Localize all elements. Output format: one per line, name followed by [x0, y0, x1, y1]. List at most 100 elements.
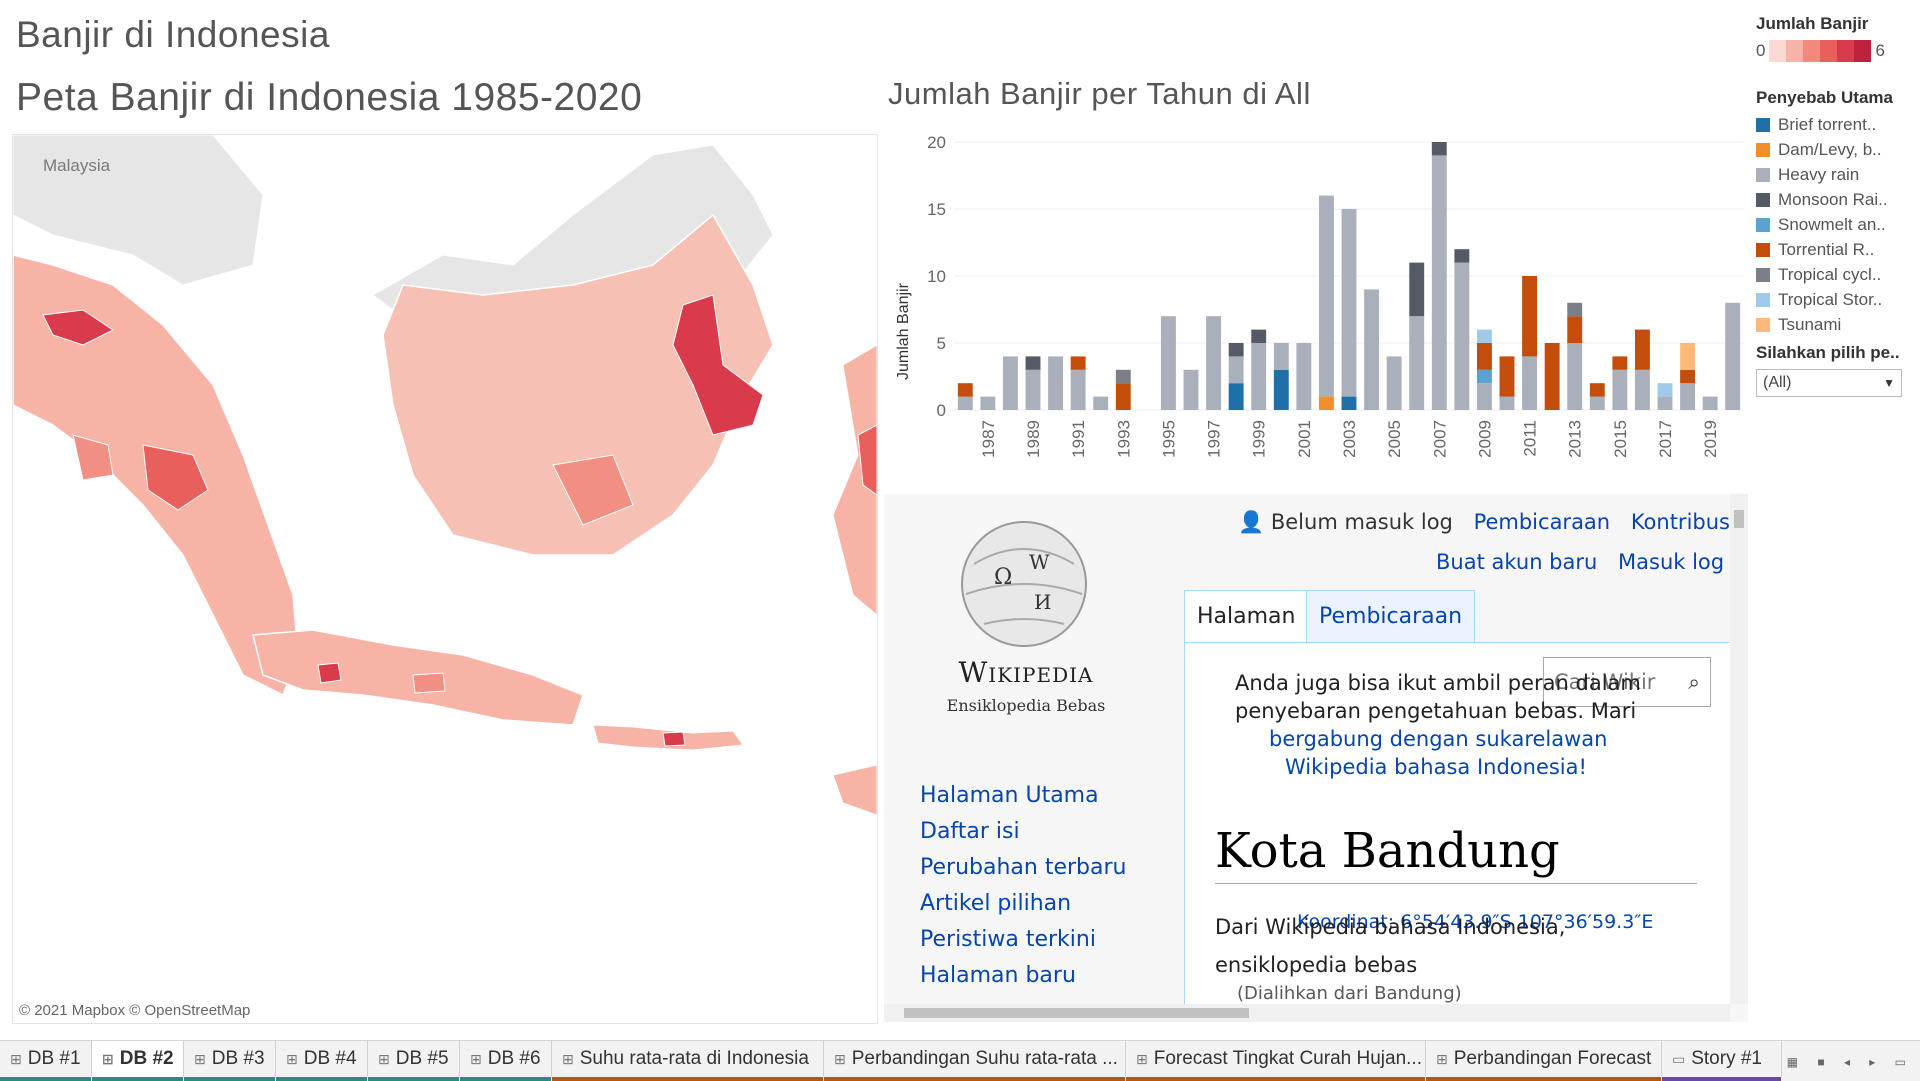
- cause-legend-item[interactable]: Tsunami: [1756, 312, 1916, 337]
- sheet-tab[interactable]: ⊞ Suhu rata-rata di Indonesia: [552, 1041, 824, 1081]
- sidebar-link[interactable]: Peristiwa terkini: [920, 927, 1096, 952]
- bar-segment[interactable]: [957, 396, 973, 410]
- sheet-tab[interactable]: ⊞ Perbandingan Suhu rata-rata ...: [824, 1041, 1126, 1081]
- bar-segment[interactable]: [1589, 383, 1605, 397]
- notice-link-2[interactable]: Wikipedia bahasa Indonesia!: [1285, 755, 1587, 779]
- chevron-down-icon[interactable]: ▼: [1883, 376, 1895, 390]
- tab-talk[interactable]: Pembicaraan: [1306, 590, 1476, 643]
- flood-per-year-chart[interactable]: 0 5 10 15 20 1987 1989 1991 1993 1995 1997 1999 200…: [886, 120, 1748, 470]
- bar-segment[interactable]: [1476, 343, 1492, 370]
- login-link[interactable]: Masuk log: [1618, 550, 1725, 574]
- cause-legend-item[interactable]: Tropical Stor..: [1756, 287, 1916, 312]
- bar-segment[interactable]: [1228, 356, 1244, 384]
- sidebar-link[interactable]: Artikel pilihan: [920, 891, 1072, 916]
- wikipedia-globe-icon[interactable]: Ω W И: [954, 514, 1094, 654]
- bar-segment[interactable]: [1476, 329, 1492, 343]
- sheet-tab[interactable]: ⊞ DB #6: [460, 1041, 552, 1081]
- bar-segment[interactable]: [1273, 369, 1289, 410]
- bar-segment[interactable]: [1612, 356, 1628, 370]
- cause-legend-item[interactable]: Heavy rain: [1756, 162, 1916, 187]
- bar-segment[interactable]: [1341, 209, 1357, 397]
- sheet-tab[interactable]: ⊞ DB #4: [276, 1041, 368, 1081]
- bar-segment[interactable]: [1657, 383, 1673, 397]
- bar-segment[interactable]: [1115, 369, 1131, 384]
- search-input[interactable]: Cari Wikir ⌕: [1543, 657, 1711, 707]
- cause-legend-item[interactable]: Tropical cycl..: [1756, 262, 1916, 287]
- bar-segment[interactable]: [1476, 369, 1492, 384]
- wiki-horizontal-scrollbar[interactable]: [884, 1004, 1730, 1022]
- bar-segment[interactable]: [1522, 276, 1538, 357]
- bar-segment[interactable]: [1318, 195, 1334, 397]
- bar-segment[interactable]: [1273, 343, 1289, 370]
- bar-segment[interactable]: [1183, 369, 1199, 410]
- bar-segment[interactable]: [1657, 396, 1673, 410]
- bar-segment[interactable]: [1093, 396, 1109, 410]
- flood-map[interactable]: Malaysia © 2021 Mapbox © OpenStreetMap: [12, 134, 878, 1024]
- bar-segment[interactable]: [1589, 396, 1605, 410]
- bar-segment[interactable]: [1002, 356, 1018, 410]
- bar-segment[interactable]: [1364, 289, 1380, 410]
- bar-segment[interactable]: [1296, 343, 1312, 410]
- sheet-tab[interactable]: ⊞ Perbandingan Forecast: [1426, 1041, 1662, 1081]
- cause-legend-item[interactable]: Dam/Levy, b..: [1756, 137, 1916, 162]
- cause-legend-item[interactable]: Brief torrent..: [1756, 112, 1916, 137]
- sheet-tab[interactable]: ⊞ Forecast Tingkat Curah Hujan...: [1126, 1041, 1426, 1081]
- wiki-vertical-scrollbar[interactable]: [1730, 494, 1748, 1004]
- bar-segment[interactable]: [1070, 356, 1086, 370]
- wikipedia-web-object[interactable]: Ω W И Wikipedia Ensiklopedia Bebas Halam…: [884, 494, 1748, 1022]
- bar-segment[interactable]: [1567, 302, 1583, 317]
- chart-svg[interactable]: 0 5 10 15 20 1987 1989 1991 1993 1995 1997 1999 200…: [886, 120, 1748, 470]
- bar-segment[interactable]: [1228, 383, 1244, 410]
- bar-segment[interactable]: [1409, 262, 1425, 317]
- bar-segment[interactable]: [1680, 383, 1696, 410]
- bar-segment[interactable]: [1070, 369, 1086, 410]
- search-icon[interactable]: ⌕: [1688, 670, 1700, 694]
- sidebar-link[interactable]: Daftar isi: [920, 819, 1020, 844]
- bar-segment[interactable]: [1476, 383, 1492, 410]
- bar-segment[interactable]: [1115, 383, 1131, 410]
- map-canvas[interactable]: Malaysia: [13, 135, 877, 1023]
- bar-segment[interactable]: [1567, 316, 1583, 343]
- tab-navigation-controls[interactable]: ▦ ■ ◂ ▸ ▭: [1786, 1055, 1914, 1069]
- bar-segment[interactable]: [1454, 262, 1470, 410]
- bar-segment[interactable]: [1386, 356, 1402, 410]
- wiki-horizontal-scroll-thumb[interactable]: [904, 1008, 1249, 1018]
- cause-legend-item[interactable]: Monsoon Rai..: [1756, 187, 1916, 212]
- bar-segment[interactable]: [1431, 155, 1447, 410]
- bar-segment[interactable]: [1612, 369, 1628, 410]
- bar-segment[interactable]: [1454, 249, 1470, 263]
- talk-link[interactable]: Pembicaraan: [1473, 510, 1611, 534]
- sheet-tab[interactable]: ▭ Story #1: [1662, 1041, 1782, 1081]
- bar-segment[interactable]: [1409, 316, 1425, 410]
- bar-segment[interactable]: [1725, 302, 1741, 410]
- bar-segment[interactable]: [1634, 369, 1650, 410]
- bar-segment[interactable]: [957, 383, 973, 397]
- create-account-link[interactable]: Buat akun baru: [1436, 550, 1598, 574]
- bar-segment[interactable]: [1025, 369, 1041, 410]
- notice-link-1[interactable]: bergabung dengan sukarelawan: [1269, 727, 1608, 751]
- sheet-tab[interactable]: ⊞ DB #2: [92, 1041, 184, 1081]
- bar-segment[interactable]: [980, 396, 996, 410]
- bar-segment[interactable]: [1680, 343, 1696, 370]
- bar-segment[interactable]: [1025, 356, 1041, 370]
- bar-segment[interactable]: [1431, 142, 1447, 156]
- bar-segment[interactable]: [1499, 356, 1515, 397]
- sheet-tab[interactable]: ⊞ DB #1: [0, 1041, 92, 1081]
- sheet-tab[interactable]: ⊞ DB #5: [368, 1041, 460, 1081]
- tab-page[interactable]: Halaman: [1184, 590, 1309, 643]
- contributions-link[interactable]: Kontribusi: [1630, 510, 1736, 534]
- sidebar-link[interactable]: Halaman baru: [920, 963, 1076, 988]
- bar-segment[interactable]: [1048, 356, 1064, 410]
- bar-segment[interactable]: [1251, 343, 1267, 410]
- bar-segment[interactable]: [1634, 329, 1650, 370]
- bar-segment[interactable]: [1567, 343, 1583, 410]
- cause-legend-item[interactable]: Snowmelt an..: [1756, 212, 1916, 237]
- bar-segment[interactable]: [1522, 356, 1538, 410]
- bar-segment[interactable]: [1228, 343, 1244, 357]
- bar-segment[interactable]: [1499, 396, 1515, 410]
- cause-legend-item[interactable]: Torrential R..: [1756, 237, 1916, 262]
- wiki-vertical-scroll-thumb[interactable]: [1734, 510, 1744, 528]
- sidebar-link[interactable]: Halaman Utama: [920, 783, 1099, 808]
- bar-segment[interactable]: [1680, 369, 1696, 384]
- bar-segment[interactable]: [1544, 343, 1560, 410]
